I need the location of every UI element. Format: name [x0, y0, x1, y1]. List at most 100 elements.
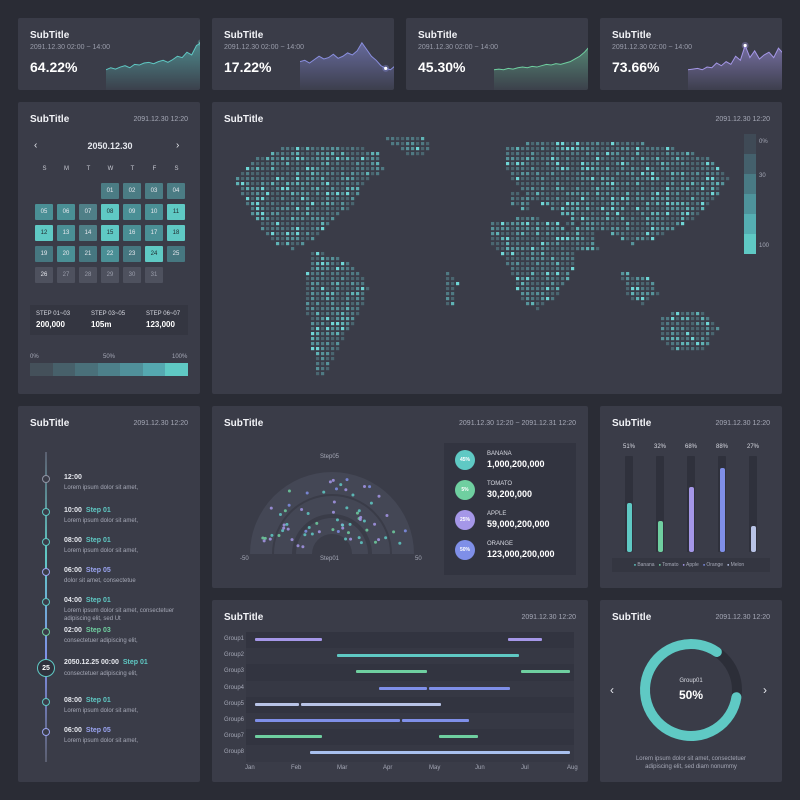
calendar-day[interactable]: 22	[101, 246, 119, 262]
map-dot	[621, 147, 625, 151]
calendar-day[interactable]: 08	[101, 204, 119, 220]
map-dot	[686, 177, 690, 181]
map-dot	[591, 177, 595, 181]
legend-swatch	[744, 214, 756, 234]
map-dot	[596, 147, 600, 151]
calendar-day[interactable]: 20	[57, 246, 75, 262]
map-dot	[611, 222, 615, 226]
map-dot	[321, 277, 325, 281]
calendar-day[interactable]: 26	[35, 267, 53, 283]
panel-date: 2091.12.30 12:20	[133, 420, 189, 427]
map-dot	[651, 157, 655, 161]
calendar-day[interactable]: 25	[167, 246, 185, 262]
calendar-day[interactable]: 06	[57, 204, 75, 220]
donut-next-icon[interactable]: ›	[763, 683, 767, 697]
calendar-day[interactable]: 01	[101, 183, 119, 199]
scale-label-max: 100%	[172, 354, 188, 360]
calendar-day[interactable]: 17	[145, 225, 163, 241]
map-dot	[526, 257, 530, 261]
map-dot	[546, 297, 550, 301]
map-dot	[631, 287, 635, 291]
map-dot	[511, 252, 515, 256]
calendar-day[interactable]: 24	[145, 246, 163, 262]
map-dot	[706, 177, 710, 181]
map-dot	[346, 207, 350, 211]
map-dot	[636, 182, 640, 186]
map-dot	[321, 212, 325, 216]
calendar-day[interactable]: 05	[35, 204, 53, 220]
calendar-day[interactable]: 19	[35, 246, 53, 262]
calendar-day[interactable]: 10	[145, 204, 163, 220]
map-dot	[321, 262, 325, 266]
map-dot	[316, 307, 320, 311]
map-dot	[616, 182, 620, 186]
map-dot	[351, 312, 355, 316]
map-dot	[331, 262, 335, 266]
map-dot	[316, 162, 320, 166]
map-dot	[351, 202, 355, 206]
calendar-day[interactable]: 31	[145, 267, 163, 283]
calendar-day[interactable]: 16	[123, 225, 141, 241]
calendar-day[interactable]: 23	[123, 246, 141, 262]
map-dot	[531, 172, 535, 176]
calendar-day[interactable]: 07	[79, 204, 97, 220]
map-dot	[676, 212, 680, 216]
calendar-day[interactable]: 18	[167, 225, 185, 241]
map-dot	[311, 257, 315, 261]
map-dot	[341, 187, 345, 191]
panel-date: 2091.12.30 12:20	[715, 116, 771, 123]
map-dot	[271, 192, 275, 196]
map-dot	[686, 157, 690, 161]
polar-point	[261, 536, 265, 540]
map-dot	[291, 197, 295, 201]
map-dot	[321, 227, 325, 231]
map-dot	[516, 227, 520, 231]
map-dot	[311, 177, 315, 181]
kpi-value: 45.30%	[418, 59, 466, 75]
legend-badge: 45%	[455, 450, 475, 470]
map-dot	[561, 232, 565, 236]
map-dot	[576, 217, 580, 221]
map-dot	[536, 227, 540, 231]
map-dot	[546, 257, 550, 261]
map-dot	[701, 322, 705, 326]
map-dot	[401, 137, 405, 141]
map-dot	[581, 207, 585, 211]
calendar-day[interactable]: 15	[101, 225, 119, 241]
calendar-day[interactable]: 09	[123, 204, 141, 220]
calendar-day[interactable]: 03	[145, 183, 163, 199]
map-dot	[706, 322, 710, 326]
map-dot	[346, 202, 350, 206]
polar-point	[334, 487, 338, 491]
map-dot	[701, 207, 705, 211]
map-dot	[576, 192, 580, 196]
calendar-day[interactable]: 11	[167, 204, 185, 220]
map-dot	[691, 207, 695, 211]
timeline-time: 08:00 Step 01	[64, 697, 111, 704]
donut-prev-icon[interactable]: ‹	[610, 683, 614, 697]
map-dot	[276, 162, 280, 166]
calendar-day[interactable]: 27	[57, 267, 75, 283]
map-dot	[271, 212, 275, 216]
calendar-day[interactable]: 30	[123, 267, 141, 283]
calendar-prev-icon[interactable]: ‹	[34, 140, 38, 151]
map-dot	[626, 232, 630, 236]
map-dot	[596, 182, 600, 186]
map-dot	[536, 262, 540, 266]
map-dot	[556, 252, 560, 256]
calendar-day[interactable]: 02	[123, 183, 141, 199]
map-dot	[681, 217, 685, 221]
calendar-next-icon[interactable]: ›	[176, 140, 180, 151]
map-dot	[541, 177, 545, 181]
calendar-day[interactable]: 04	[167, 183, 185, 199]
map-dot	[311, 162, 315, 166]
calendar-day[interactable]: 21	[79, 246, 97, 262]
calendar-day[interactable]: 14	[79, 225, 97, 241]
calendar-day[interactable]: 13	[57, 225, 75, 241]
map-dot	[566, 182, 570, 186]
calendar-day[interactable]: 29	[101, 267, 119, 283]
map-dot	[311, 337, 315, 341]
calendar-day[interactable]: 12	[35, 225, 53, 241]
calendar-day[interactable]: 28	[79, 267, 97, 283]
map-dot	[576, 177, 580, 181]
